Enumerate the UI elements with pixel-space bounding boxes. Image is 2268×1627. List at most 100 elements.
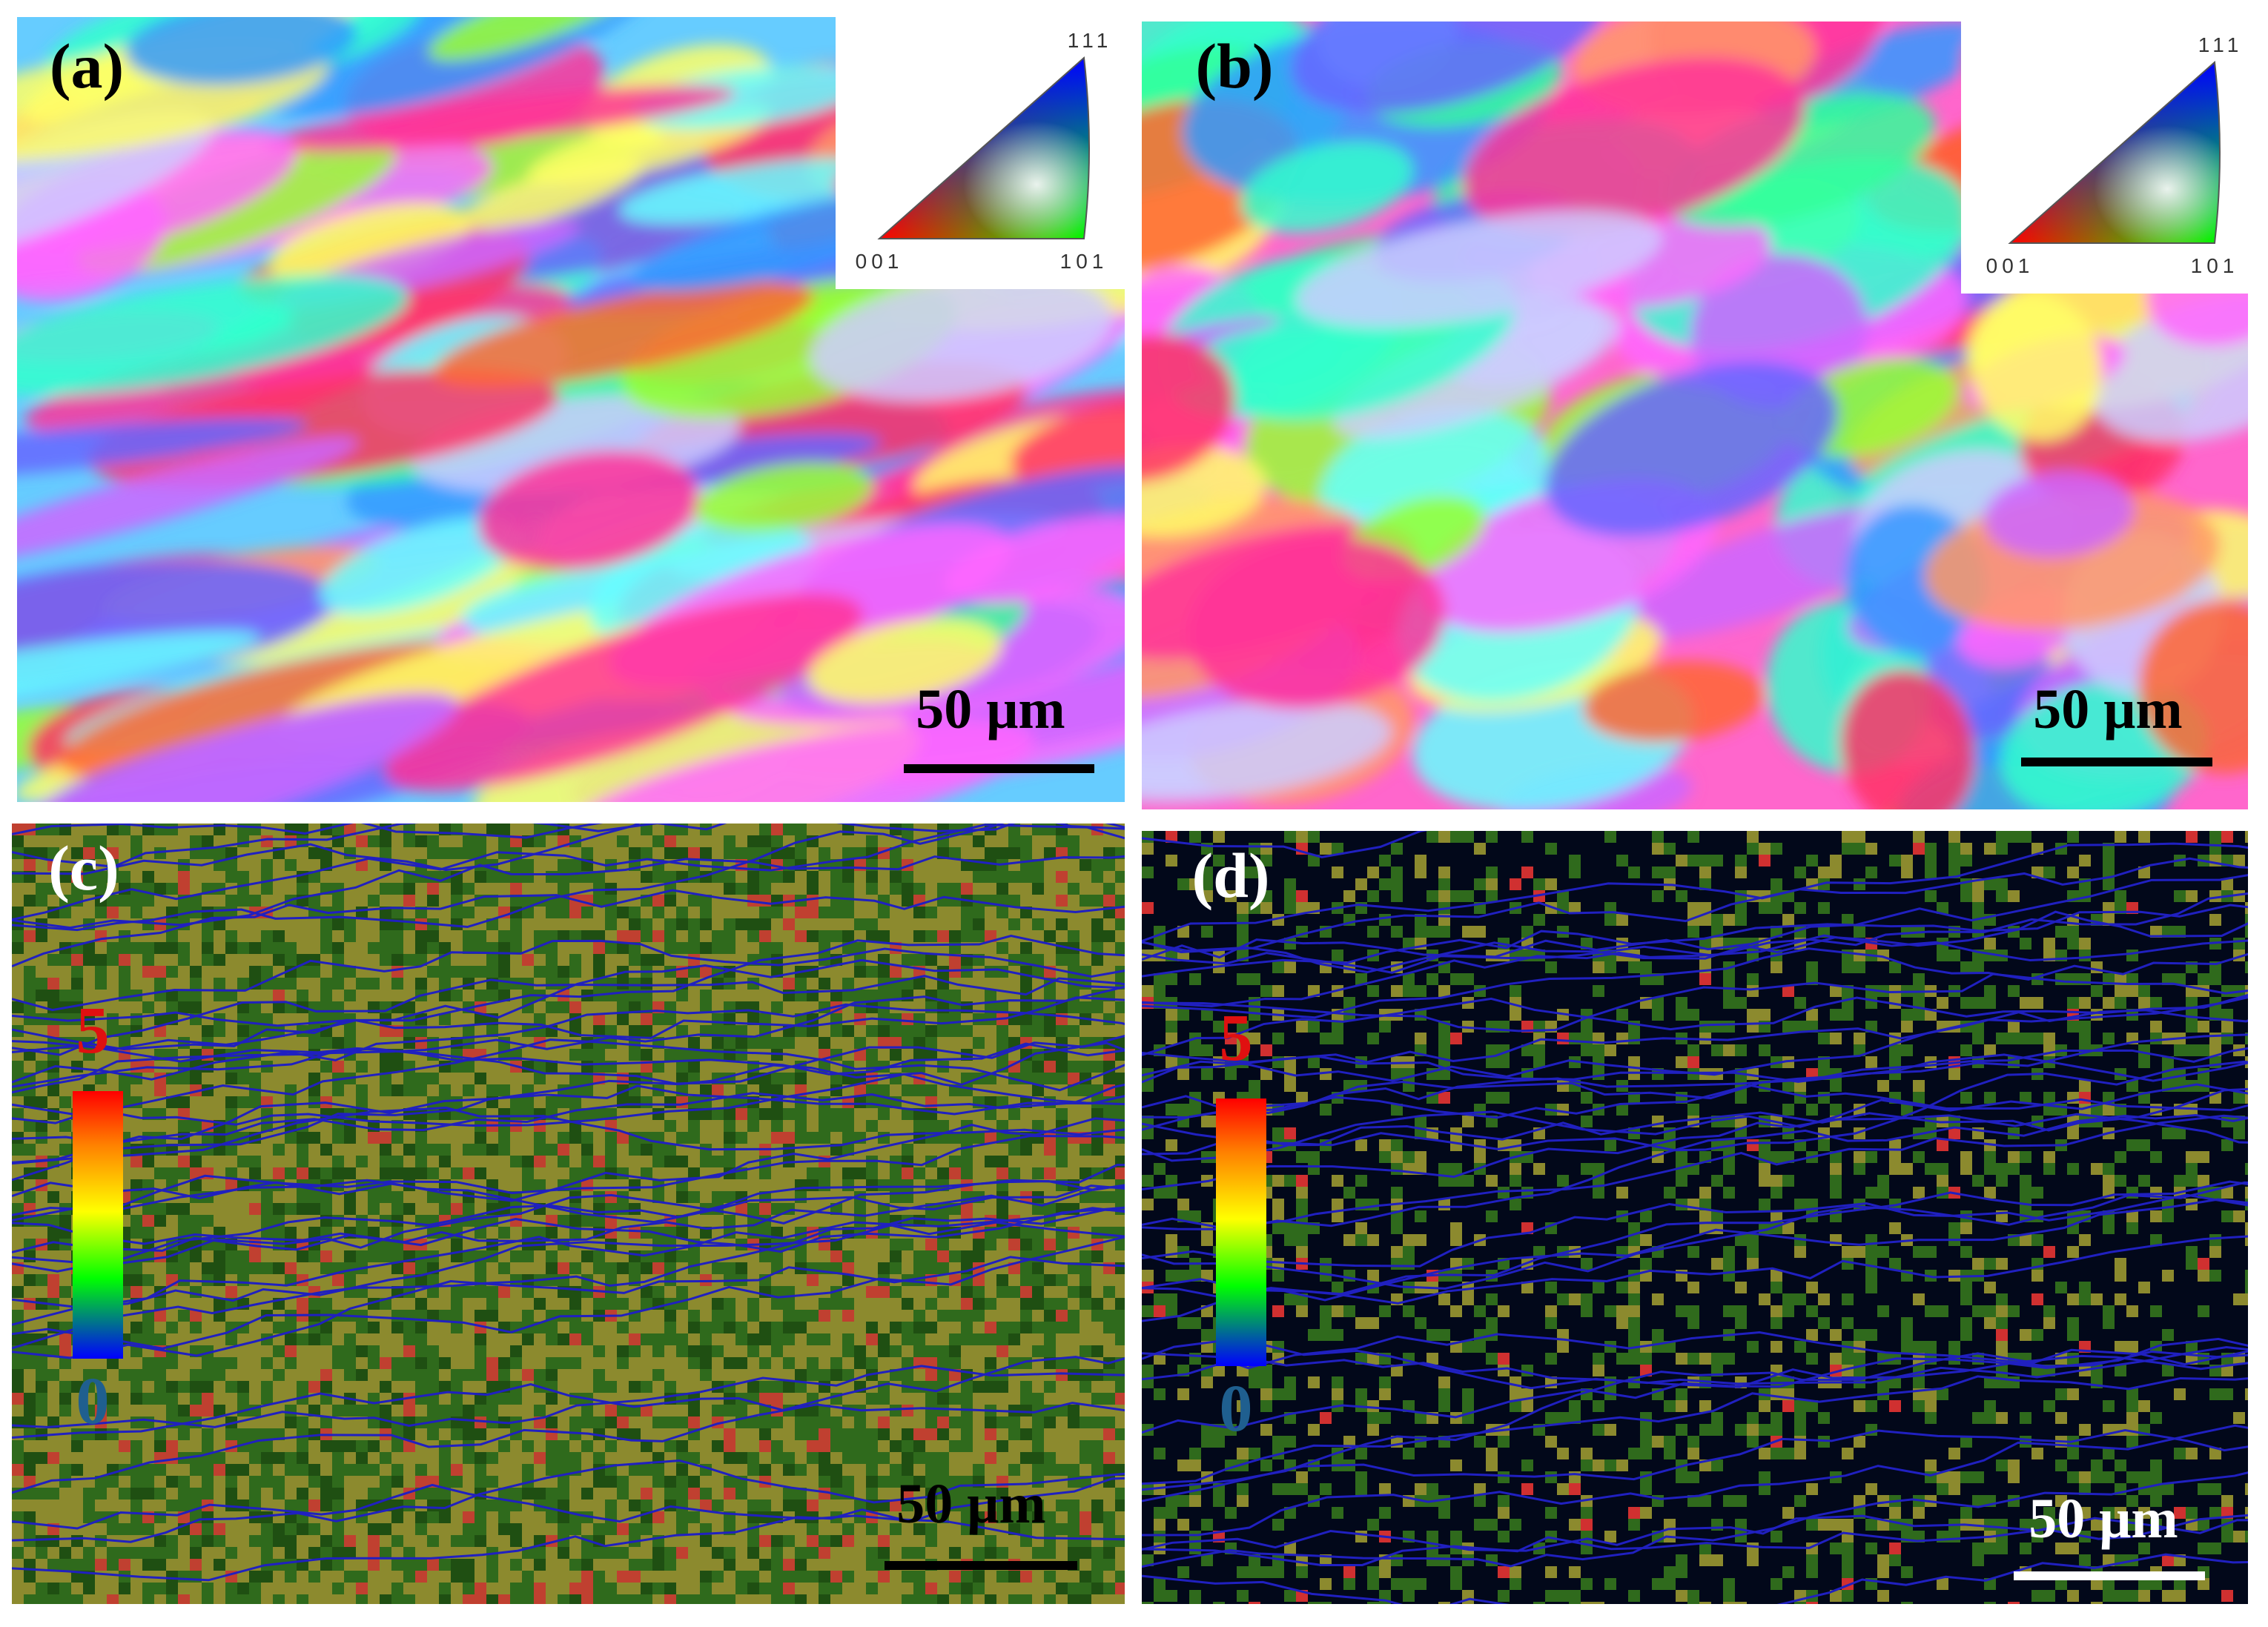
kam-pixel <box>819 930 830 942</box>
kam-pixel <box>1771 1317 1782 1329</box>
kam-pixel <box>498 1144 510 1156</box>
kam-pixel <box>36 1393 47 1405</box>
kam-pixel <box>320 1500 332 1511</box>
grain <box>944 515 1125 604</box>
kam-pixel <box>380 1167 391 1179</box>
kam-pixel <box>605 1298 617 1310</box>
kam-pixel <box>937 1345 949 1357</box>
kam-pixel <box>925 1262 937 1274</box>
kam-pixel <box>498 942 510 954</box>
kam-pixel <box>427 1274 439 1286</box>
kam-pixel <box>142 1464 154 1476</box>
kam-pixel <box>2150 997 2162 1009</box>
kam-pixel <box>24 1559 36 1571</box>
kam-pixel <box>273 1476 285 1488</box>
kam-pixel <box>605 1262 617 1274</box>
kam-pixel <box>273 1345 285 1357</box>
kam-pixel <box>700 1500 712 1511</box>
kam-pixel <box>807 1025 819 1037</box>
kam-pixel <box>641 1381 652 1393</box>
kam-pixel <box>1901 1317 1913 1329</box>
kam-pixel <box>1794 997 1806 1009</box>
kam-pixel <box>332 1488 344 1500</box>
kam-pixel <box>688 1132 700 1144</box>
kam-pixel <box>154 883 166 895</box>
kam-pixel <box>2138 831 2150 843</box>
kam-pixel <box>1355 1175 1367 1187</box>
kam-pixel <box>866 1583 878 1594</box>
kam-pixel <box>783 1583 795 1594</box>
kam-pixel <box>332 1167 344 1179</box>
kam-pixel <box>949 1440 961 1452</box>
kam-pixel <box>1711 1021 1723 1033</box>
kam-pixel <box>463 1440 475 1452</box>
kam-pixel <box>1056 918 1068 930</box>
kam-pixel <box>747 1345 759 1357</box>
kam-pixel <box>1415 1151 1426 1163</box>
kam-pixel <box>973 1464 985 1476</box>
kam-pixel <box>403 1405 415 1416</box>
kam-pixel <box>498 1108 510 1120</box>
kam-pixel <box>854 1096 866 1108</box>
kam-pixel <box>759 1416 771 1428</box>
kam-pixel <box>1498 1187 1510 1199</box>
kam-pixel <box>1438 985 1450 997</box>
kam-pixel <box>1272 1210 1284 1222</box>
kam-pixel <box>1020 1571 1032 1583</box>
kam-pixel <box>1284 1222 1296 1234</box>
kam-pixel <box>475 1405 486 1416</box>
kam-pixel <box>178 1073 190 1084</box>
kam-pixel <box>973 1381 985 1393</box>
kam-pixel <box>1103 930 1115 942</box>
kam-pixel <box>783 1298 795 1310</box>
kam-pixel <box>961 1594 973 1604</box>
kam-pixel <box>1984 1151 1996 1163</box>
kam-pixel <box>166 1001 178 1013</box>
kam-pixel <box>95 883 107 895</box>
kam-pixel <box>1008 1239 1020 1250</box>
kam-pixel <box>1103 1322 1115 1333</box>
kam-pixel <box>996 942 1008 954</box>
kam-pixel <box>759 1203 771 1215</box>
kam-pixel <box>1545 961 1557 973</box>
kam-pixel <box>273 1144 285 1156</box>
kam-pixel <box>2031 1234 2043 1246</box>
kam-pixel <box>463 1571 475 1583</box>
kam-pixel <box>700 990 712 1001</box>
kam-pixel <box>1032 1013 1044 1025</box>
kam-pixel <box>842 1571 854 1583</box>
kam-pixel <box>522 907 534 918</box>
kam-pixel <box>427 1405 439 1416</box>
kam-pixel <box>1020 1286 1032 1298</box>
kam-pixel <box>356 1250 368 1262</box>
kam-pixel <box>546 1333 558 1345</box>
kam-pixel <box>2055 973 2067 985</box>
kam-pixel <box>273 990 285 1001</box>
kam-pixel <box>225 1262 237 1274</box>
kam-pixel <box>973 1310 985 1322</box>
kam-pixel <box>486 1381 498 1393</box>
kam-pixel <box>1103 1547 1115 1559</box>
kam-pixel <box>1877 1305 1889 1317</box>
kam-pixel <box>973 930 985 942</box>
kam-pixel <box>498 1227 510 1239</box>
grain <box>630 65 868 129</box>
kam-pixel <box>700 1369 712 1381</box>
kam-pixel <box>1960 855 1972 866</box>
kam-pixel <box>285 954 297 966</box>
kam-pixel <box>225 871 237 883</box>
kam-pixel <box>308 1203 320 1215</box>
kam-pixel <box>249 824 261 835</box>
kam-pixel <box>344 824 356 835</box>
grain <box>1011 396 1125 488</box>
kam-pixel <box>95 1405 107 1416</box>
kam-pixel <box>119 1547 130 1559</box>
kam-pixel <box>1877 1187 1889 1199</box>
kam-pixel <box>154 1025 166 1037</box>
kam-pixel <box>166 930 178 942</box>
kam-pixel <box>688 1511 700 1523</box>
kam-pixel <box>2079 950 2091 961</box>
kam-pixel <box>391 1262 403 1274</box>
kam-pixel <box>1545 1282 1557 1293</box>
kam-pixel <box>878 1286 890 1298</box>
